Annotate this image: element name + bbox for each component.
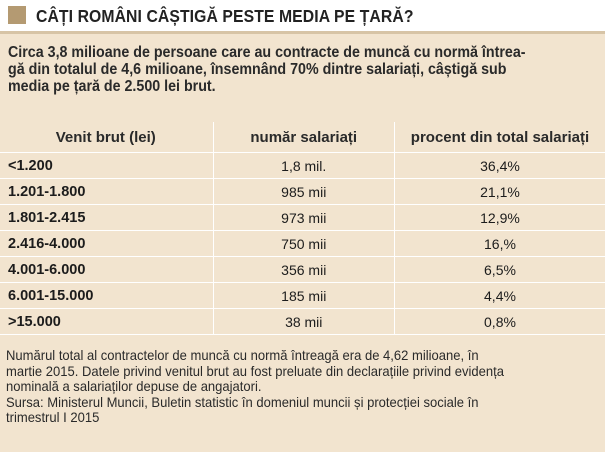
count-cell: 973 mii [212,204,395,231]
header-count: număr salariați [212,122,395,153]
income-cell: 1.801-2.415 [0,204,214,231]
salary-table: Venit brut (lei) număr salariați procent… [0,122,605,335]
intro-paragraph: Circa 3,8 milioane de persoane care au c… [8,44,598,95]
income-cell: 4.001-6.000 [0,256,214,283]
percent-cell: 6,5% [393,256,605,283]
percent-cell: 36,4% [393,152,605,179]
percent-cell: 16,% [393,230,605,257]
intro-line: Circa 3,8 milioane de persoane care au c… [8,44,526,61]
income-cell: <1.200 [0,152,214,179]
count-cell: 356 mii [212,256,395,283]
count-cell: 985 mii [212,178,395,205]
income-cell: 1.201-1.800 [0,178,214,205]
header-percent: procent din total salariați [393,122,605,153]
table-row: <1.200 1,8 mil. 36,4% [0,152,605,179]
intro-line: gă din totalul de 4,6 milioane, însemnân… [8,61,507,78]
footnote-line: martie 2015. Datele privind venitul brut… [6,362,504,379]
table-row: 1.801-2.415 973 mii 12,9% [0,204,605,231]
count-cell: 38 mii [212,308,395,335]
table-row: >15.000 38 mii 0,8% [0,308,605,335]
count-cell: 1,8 mil. [212,152,395,179]
footnote-line: Numărul total al contractelor de muncă c… [6,347,479,363]
income-cell: 6.001-15.000 [0,282,214,309]
page-title: CÂȚI ROMÂNI CÂȘTIGĂ PESTE MEDIA PE ȚARĂ? [36,6,414,26]
table-header-row: Venit brut (lei) număr salariați procent… [0,122,605,153]
table-row: 4.001-6.000 356 mii 6,5% [0,256,605,283]
count-cell: 185 mii [212,282,395,309]
header-square-marker [8,6,26,24]
table-row: 2.416-4.000 750 mii 16,% [0,230,605,257]
source-line: trimestrul I 2015 [6,409,100,426]
header-income: Venit brut (lei) [0,122,214,153]
footnote: Numărul total al contractelor de muncă c… [6,347,601,426]
table-row: 1.201-1.800 985 mii 21,1% [0,178,605,205]
source-line: Sursa: Ministerul Muncii, Buletin statis… [6,393,479,410]
header-bar: CÂȚI ROMÂNI CÂȘTIGĂ PESTE MEDIA PE ȚARĂ? [0,0,605,34]
intro-line: media pe țară de 2.500 lei brut. [8,78,216,95]
count-cell: 750 mii [212,230,395,257]
percent-cell: 4,4% [393,282,605,309]
footnote-line: nominală a salariaților depuse de angaja… [6,378,262,395]
percent-cell: 0,8% [393,308,605,335]
income-cell: >15.000 [0,308,214,335]
table-row: 6.001-15.000 185 mii 4,4% [0,282,605,309]
income-cell: 2.416-4.000 [0,230,214,257]
percent-cell: 12,9% [393,204,605,231]
percent-cell: 21,1% [393,178,605,205]
